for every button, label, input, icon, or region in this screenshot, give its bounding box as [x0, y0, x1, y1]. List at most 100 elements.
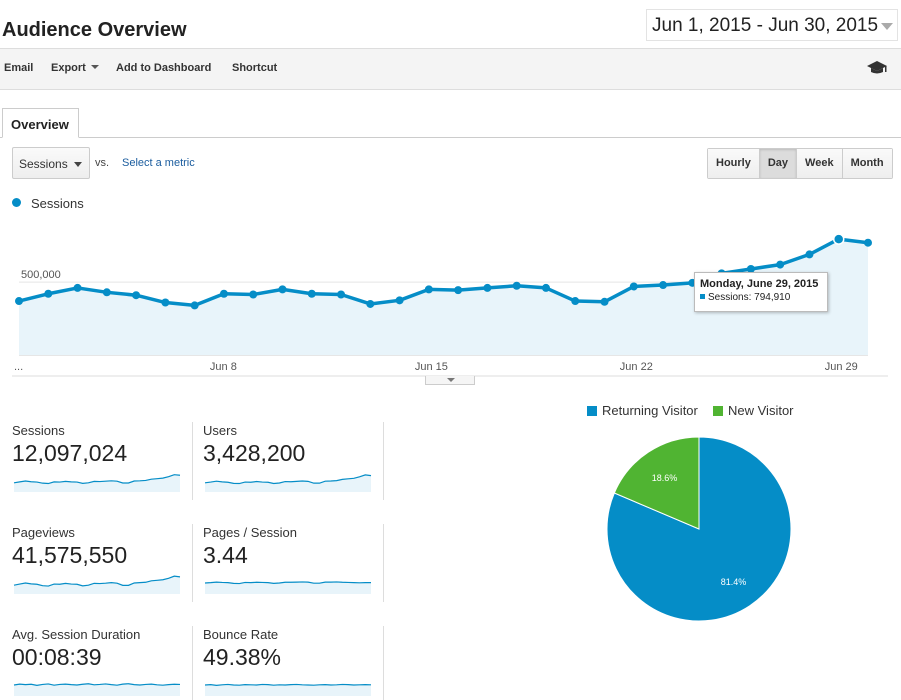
graduation-cap-icon[interactable] [866, 60, 888, 76]
pie-slice-label: 81.4% [721, 577, 747, 587]
kpi-card-pageviews[interactable]: Pageviews 41,575,550 [12, 525, 187, 594]
visitor-type-pie-chart[interactable]: 81.4% 18.6% [604, 434, 794, 624]
kpi-label: Pages / Session [203, 525, 297, 540]
data-point[interactable] [512, 281, 521, 290]
report-toolbar: Email Export Add to Dashboard Shortcut [0, 48, 901, 90]
sparkline-area [205, 684, 371, 696]
select-metric-link[interactable]: Select a metric [122, 157, 195, 169]
data-point[interactable] [571, 297, 580, 306]
data-point[interactable] [832, 233, 845, 245]
pie-legend-returning[interactable]: Returning Visitor [587, 403, 698, 418]
chart-resize-handle[interactable] [425, 376, 475, 385]
chevron-down-icon [90, 65, 99, 69]
kpi-sparkline [13, 474, 181, 492]
data-point[interactable] [249, 290, 258, 299]
kpi-divider [383, 524, 384, 602]
data-point[interactable] [541, 283, 550, 292]
data-point[interactable] [659, 281, 668, 290]
data-point[interactable] [395, 296, 404, 305]
tooltip-value: Sessions: 794,910 [708, 292, 791, 303]
pie-legend-new[interactable]: New Visitor [713, 403, 794, 418]
kpi-card-sessions[interactable]: Sessions 12,097,024 [12, 423, 187, 492]
kpi-value: 49.38% [203, 644, 282, 670]
data-point[interactable] [600, 297, 609, 306]
x-tick-label: Jun 8 [210, 361, 237, 373]
data-point[interactable] [161, 298, 170, 307]
data-point[interactable] [805, 250, 814, 259]
kpi-value: 00:08:39 [12, 644, 102, 670]
data-point[interactable] [746, 264, 755, 273]
tab-bar-line [0, 137, 901, 138]
data-point[interactable] [219, 289, 228, 298]
data-point[interactable] [366, 299, 375, 308]
kpi-value: 3.44 [203, 542, 248, 568]
data-point[interactable] [337, 290, 346, 299]
kpi-sparkline [204, 474, 372, 492]
data-point[interactable] [483, 283, 492, 292]
data-point[interactable] [278, 285, 287, 294]
kpi-divider [192, 422, 193, 500]
kpi-sparkline [204, 581, 371, 594]
vs-label: vs. [95, 157, 110, 169]
data-point[interactable] [776, 260, 785, 269]
sparkline-line [204, 581, 371, 585]
legend-swatch [713, 406, 723, 416]
data-point[interactable] [307, 289, 316, 298]
period-day-button[interactable]: Day [759, 149, 798, 178]
email-button[interactable]: Email [4, 62, 34, 74]
metric-select-value: Sessions [19, 157, 68, 171]
chevron-down-icon [447, 378, 455, 382]
kpi-value: 12,097,024 [12, 440, 128, 466]
export-label: Export [51, 62, 86, 74]
sparkline-line [204, 683, 372, 686]
header: Audience Overview Jun 1, 2015 - Jun 30, … [0, 0, 901, 48]
kpi-card-pages-session[interactable]: Pages / Session 3.44 [203, 525, 378, 594]
kpi-divider [383, 626, 384, 700]
chart-legend-label[interactable]: Sessions [31, 196, 84, 211]
x-tick-label: Jun 15 [415, 361, 448, 373]
kpi-card-users[interactable]: Users 3,428,200 [203, 423, 378, 492]
series-area [19, 239, 868, 355]
data-point[interactable] [454, 286, 463, 295]
data-point[interactable] [629, 282, 638, 291]
period-month-button[interactable]: Month [842, 149, 892, 178]
x-tick-label: Jun 22 [620, 361, 653, 373]
chevron-down-icon [881, 23, 893, 30]
period-toggle-group: Hourly Day Week Month [707, 148, 893, 179]
kpi-sparkline [204, 683, 372, 696]
kpi-label: Users [203, 423, 237, 438]
tab-overview[interactable]: Overview [2, 108, 79, 138]
date-range-text: Jun 1, 2015 - Jun 30, 2015 [652, 15, 879, 36]
data-point[interactable] [190, 301, 199, 310]
period-week-button[interactable]: Week [797, 149, 843, 178]
date-range-picker[interactable]: Jun 1, 2015 - Jun 30, 2015 [646, 9, 898, 41]
data-point[interactable] [44, 289, 53, 298]
tooltip-marker [700, 294, 705, 299]
data-point[interactable] [864, 238, 872, 247]
kpi-value: 3,428,200 [203, 440, 306, 466]
y-tick-label: 500,000 [21, 269, 61, 281]
metric-select[interactable]: Sessions [12, 147, 90, 179]
add-to-dashboard-button[interactable]: Add to Dashboard [116, 62, 212, 74]
data-point[interactable] [102, 288, 111, 297]
kpi-label: Sessions [12, 423, 65, 438]
period-hourly-button[interactable]: Hourly [708, 149, 760, 178]
data-point[interactable] [424, 285, 433, 294]
data-point[interactable] [73, 283, 82, 292]
kpi-card-bounce-rate[interactable]: Bounce Rate 49.38% [203, 627, 378, 696]
shortcut-button[interactable]: Shortcut [232, 62, 278, 74]
chart-legend-marker [12, 198, 21, 207]
pie-legend-label: New Visitor [728, 403, 794, 418]
tooltip-title: Monday, June 29, 2015 [700, 278, 819, 290]
export-button[interactable]: Export [51, 62, 99, 74]
data-point[interactable] [15, 297, 23, 306]
pie-slice[interactable] [613, 436, 700, 530]
sparkline-area [205, 474, 371, 492]
sparkline-line [13, 575, 181, 587]
kpi-value: 41,575,550 [12, 542, 128, 568]
sparkline-line [204, 474, 372, 485]
kpi-card-avg-session-duration[interactable]: Avg. Session Duration 00:08:39 [12, 627, 187, 696]
pie-slice-label: 18.6% [652, 473, 678, 483]
pie-legend-label: Returning Visitor [602, 403, 698, 418]
data-point[interactable] [132, 291, 141, 300]
